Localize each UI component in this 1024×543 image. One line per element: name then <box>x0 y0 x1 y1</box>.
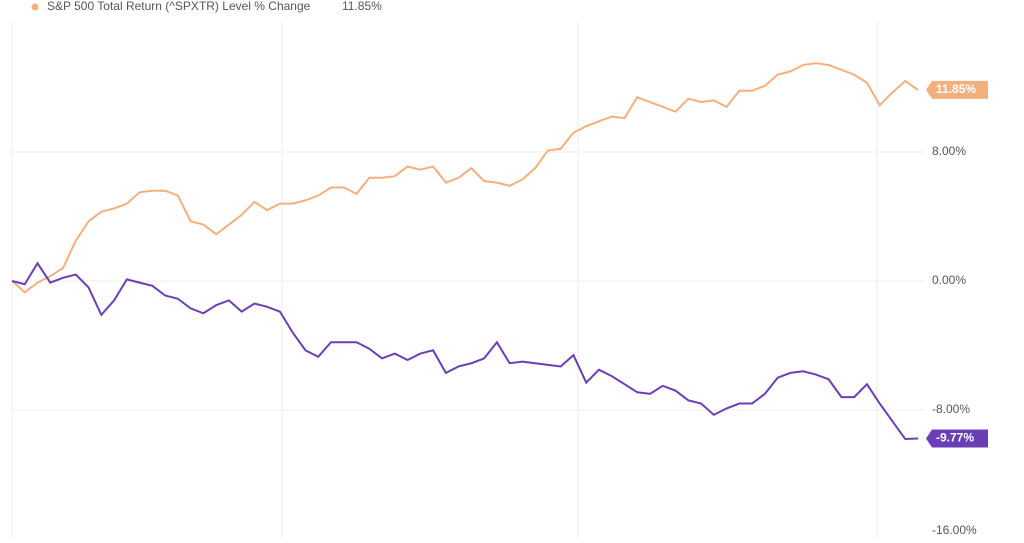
end-label: -9.77% <box>936 431 974 445</box>
y-tick-label: 8.00% <box>932 144 966 158</box>
legend-swatch <box>31 3 39 11</box>
y-tick-label: -16.00% <box>932 523 977 537</box>
legend-label: S&P 500 Total Return (^SPXTR) Level % Ch… <box>47 0 311 13</box>
y-tick-label: -8.00% <box>932 402 970 416</box>
end-label: 11.85% <box>936 82 976 96</box>
y-tick-label: 0.00% <box>932 273 966 287</box>
end-label-box <box>926 429 988 448</box>
line <box>11 62 919 294</box>
end-label-box <box>926 80 988 99</box>
legend-value: 11.85% <box>342 0 382 13</box>
line <box>11 261 919 441</box>
